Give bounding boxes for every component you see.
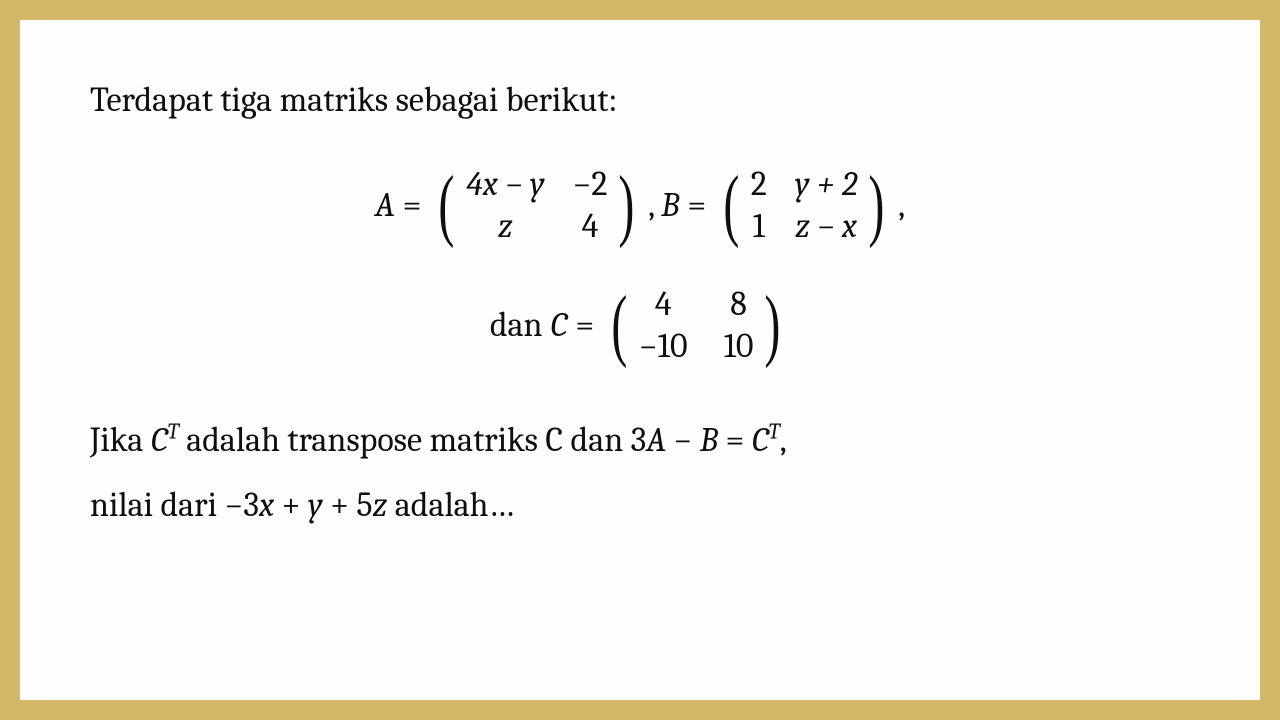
comma-2: , [898, 185, 905, 225]
dan-text: dan [490, 305, 543, 345]
final-sup1: T [168, 419, 179, 445]
equals-3: = [575, 305, 594, 345]
final-x: x [259, 485, 274, 525]
equals-2: = [687, 185, 706, 225]
equation-line-2: dan C = ( 4 8 −10 10 ) [90, 280, 1190, 370]
matC-22: 10 [724, 326, 754, 366]
paren-right-icon: ) [619, 171, 635, 239]
matC-11: 4 [639, 284, 688, 324]
paren-right-icon: ) [869, 171, 885, 239]
final-plus2: + 5 [323, 485, 373, 525]
final-A: A [646, 420, 666, 460]
var-C: C [551, 305, 568, 345]
final-z: z [373, 485, 388, 525]
final-p1c: adalah transpose matriks C dan 3 [179, 420, 647, 460]
equation-line-1: A = ( 4x − y −2 z 4 ) , B = ( 2 y + 2 1 … [90, 160, 1190, 250]
final-p1a: Jika [90, 420, 151, 460]
final-end1: , [780, 420, 787, 460]
matB-11: 2 [751, 164, 767, 204]
final-p2a: nilai dari −3 [90, 485, 259, 525]
intro-text: Terdapat tiga matriks sebagai berikut: [90, 80, 1190, 120]
matA-21: z [466, 206, 544, 246]
matA-22: 4 [573, 206, 608, 246]
final-minus: − [666, 420, 700, 460]
final-B: B [700, 420, 718, 460]
content-frame: Terdapat tiga matriks sebagai berikut: A… [20, 20, 1260, 700]
matA-11: 4x − y [466, 164, 544, 204]
final-plus1: + [274, 485, 308, 525]
matC-12: 8 [724, 284, 754, 324]
paren-left-icon: ( [612, 291, 628, 359]
matrix-C: ( 4 8 −10 10 ) [606, 280, 786, 370]
matrix-B: ( 2 y + 2 1 z − x ) [718, 160, 890, 250]
final-sup2: T [769, 419, 780, 445]
final-C2: C [752, 420, 769, 460]
paren-left-icon: ( [723, 171, 739, 239]
paren-right-icon: ) [765, 291, 781, 359]
final-C1: C [151, 420, 168, 460]
final-eq: = [718, 420, 752, 460]
final-y: y [308, 485, 323, 525]
matB-22: z − x [795, 206, 858, 246]
matB-21: 1 [751, 206, 767, 246]
equals-1: = [403, 185, 422, 225]
matC-21: −10 [639, 326, 688, 366]
matrix-A: ( 4x − y −2 z 4 ) [433, 160, 640, 250]
matB-12: y + 2 [795, 164, 858, 204]
matA-12: −2 [573, 164, 608, 204]
var-B: B [661, 185, 679, 225]
var-A: A [375, 185, 395, 225]
final-paragraph: Jika CT adalah transpose matriks C dan 3… [90, 408, 1190, 537]
comma-1: , [648, 185, 655, 225]
paren-left-icon: ( [439, 171, 455, 239]
final-end2: adalah… [387, 485, 514, 525]
